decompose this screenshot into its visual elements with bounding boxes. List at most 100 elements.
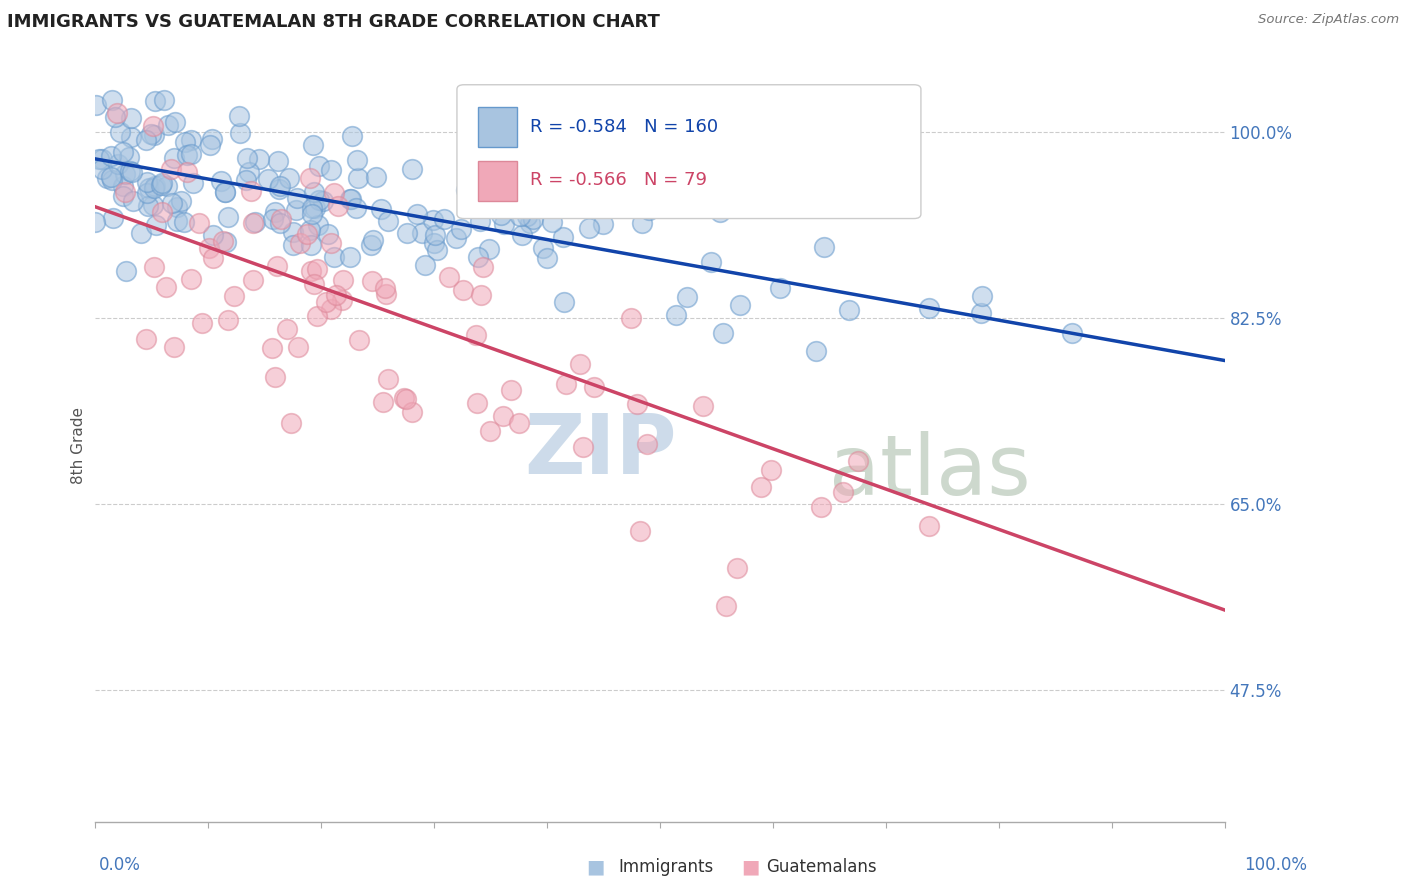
Point bbox=[150, 176, 173, 190]
Point bbox=[769, 281, 792, 295]
Point bbox=[170, 194, 193, 208]
Point bbox=[364, 169, 387, 184]
Point bbox=[422, 213, 444, 227]
Point bbox=[470, 287, 492, 301]
Point bbox=[236, 152, 259, 166]
Point bbox=[536, 251, 558, 265]
Point bbox=[166, 213, 188, 227]
Point bbox=[266, 260, 288, 274]
Point bbox=[423, 235, 446, 250]
Point bbox=[554, 180, 576, 194]
Point bbox=[143, 128, 166, 142]
Point bbox=[84, 214, 107, 228]
Text: ■: ■ bbox=[586, 857, 605, 877]
Point bbox=[401, 405, 423, 419]
Point bbox=[489, 208, 512, 222]
Point bbox=[494, 217, 516, 231]
Point bbox=[700, 254, 723, 268]
Point bbox=[180, 147, 202, 161]
Point bbox=[122, 194, 145, 209]
Point bbox=[510, 228, 533, 243]
Point bbox=[269, 216, 291, 230]
Point bbox=[104, 110, 127, 124]
Point bbox=[751, 480, 773, 494]
Point bbox=[209, 174, 232, 188]
Point bbox=[214, 185, 236, 199]
Point bbox=[288, 236, 311, 251]
Point bbox=[299, 170, 322, 185]
Point bbox=[551, 230, 574, 244]
Text: 100.0%: 100.0% bbox=[1244, 856, 1308, 874]
Point bbox=[302, 277, 325, 292]
Point bbox=[180, 132, 202, 146]
Point bbox=[620, 311, 643, 326]
Point bbox=[202, 227, 225, 242]
Point bbox=[450, 221, 472, 235]
Point bbox=[325, 288, 347, 302]
Point bbox=[553, 200, 575, 214]
Point bbox=[166, 200, 188, 214]
Point bbox=[108, 125, 131, 139]
Point bbox=[121, 165, 143, 179]
Point bbox=[139, 128, 162, 142]
Point bbox=[89, 152, 111, 166]
Point bbox=[714, 599, 737, 613]
Point bbox=[270, 211, 292, 226]
Point bbox=[492, 409, 515, 423]
Point bbox=[457, 157, 479, 171]
Point bbox=[198, 138, 221, 153]
Point bbox=[554, 376, 576, 391]
Point bbox=[142, 260, 165, 275]
Point bbox=[114, 167, 136, 181]
Point bbox=[107, 105, 129, 120]
Point bbox=[142, 120, 165, 134]
Point bbox=[100, 149, 122, 163]
Point bbox=[411, 227, 433, 241]
Point bbox=[307, 261, 329, 276]
Point bbox=[298, 223, 321, 237]
Point bbox=[84, 97, 107, 112]
Point bbox=[243, 215, 266, 229]
Point bbox=[413, 258, 436, 272]
Point bbox=[191, 316, 214, 330]
Point bbox=[467, 250, 489, 264]
Point bbox=[308, 193, 330, 207]
Point bbox=[592, 217, 614, 231]
Point bbox=[173, 215, 195, 229]
Point bbox=[96, 170, 118, 185]
Point bbox=[257, 171, 280, 186]
Point bbox=[160, 196, 183, 211]
Point bbox=[285, 203, 308, 218]
Point bbox=[636, 437, 658, 451]
Point bbox=[136, 199, 159, 213]
Point bbox=[224, 289, 246, 303]
Point bbox=[725, 561, 748, 575]
Point bbox=[239, 184, 262, 198]
Point bbox=[307, 218, 329, 232]
Point bbox=[276, 322, 298, 336]
Text: atlas: atlas bbox=[830, 432, 1031, 513]
Point bbox=[347, 333, 370, 347]
Text: 0.0%: 0.0% bbox=[98, 856, 141, 874]
Point bbox=[112, 189, 135, 203]
Point bbox=[810, 500, 832, 515]
Point bbox=[395, 226, 418, 240]
Point bbox=[183, 176, 205, 190]
Point bbox=[301, 201, 323, 215]
Point bbox=[340, 129, 363, 144]
Point bbox=[283, 225, 305, 239]
Point bbox=[100, 169, 122, 184]
Point bbox=[155, 279, 177, 293]
Point bbox=[107, 157, 129, 171]
Point bbox=[101, 94, 124, 108]
Point bbox=[465, 396, 488, 410]
Point bbox=[262, 211, 284, 226]
Point bbox=[103, 211, 125, 225]
Point bbox=[160, 162, 183, 177]
Point bbox=[332, 272, 354, 286]
Point bbox=[143, 178, 166, 193]
Point bbox=[263, 370, 285, 384]
Point bbox=[553, 294, 575, 309]
Point bbox=[578, 220, 600, 235]
Point bbox=[176, 148, 198, 162]
